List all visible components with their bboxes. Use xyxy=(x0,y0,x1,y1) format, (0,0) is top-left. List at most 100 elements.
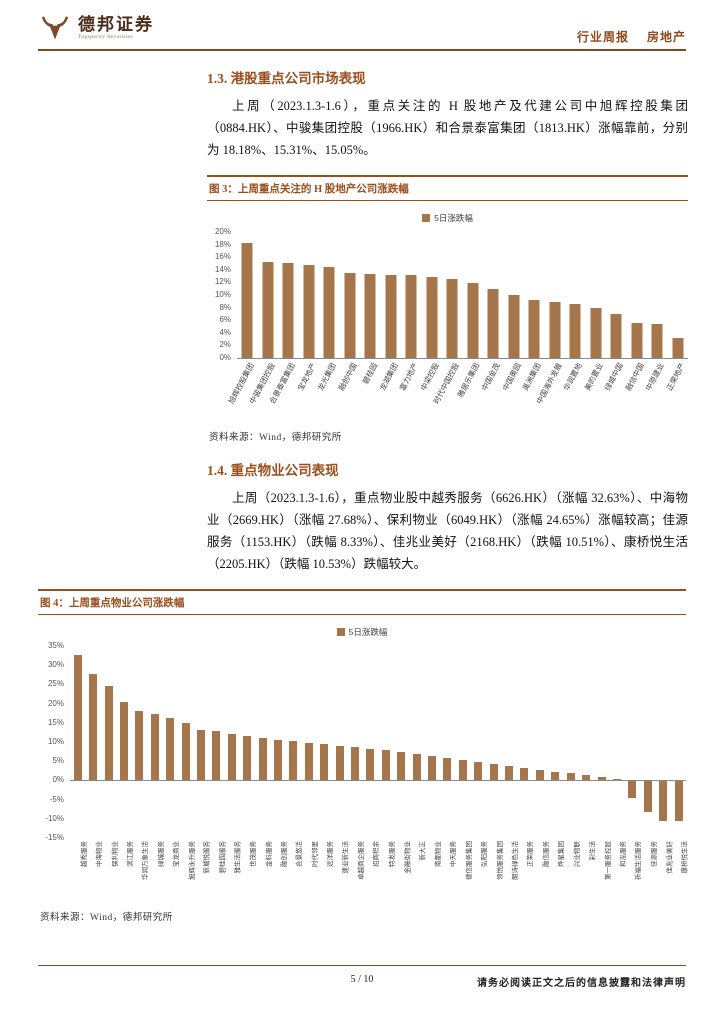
bar-slot xyxy=(668,232,689,358)
legend-series-label: 5日涨跌幅 xyxy=(434,212,473,223)
bar-融创服务 xyxy=(273,739,282,781)
category-label: 华润置地 xyxy=(562,361,585,393)
category-slot: 越秀服务 xyxy=(70,838,88,904)
category-slot: 金融街物业 xyxy=(394,838,411,904)
bar-朗诗绿色生活 xyxy=(505,765,514,781)
bar-建业新生活 xyxy=(335,745,344,781)
bar-越秀服务 xyxy=(73,655,82,781)
bar-新城悦服务 xyxy=(196,729,205,781)
section-1-4-paragraph: 上周（2023.1.3-1.6），重点物业股中越秀服务（6626.HK）（涨幅 … xyxy=(207,491,688,571)
y-axis-tick-label: 20% xyxy=(47,698,64,708)
bar-slot xyxy=(486,646,501,838)
bar-slot xyxy=(594,646,609,838)
figure-4: 图 4：上周重点物业公司涨跌幅 5日涨跌幅 -15% -10% -5% 0% 5% 10% 1… xyxy=(38,589,689,923)
page-number: 5 / 10 xyxy=(350,974,374,985)
bar-时代邻里 xyxy=(304,742,313,781)
bar-slot xyxy=(471,646,486,838)
figure-4-bar-chart: 5日涨跌幅 -15% -10% -5% 0% 5% 10% 15% 20% 25% 30% 35% 越秀… xyxy=(38,615,689,904)
category-slot: 烨星集团 xyxy=(548,838,565,904)
bar-中骏集团控股 xyxy=(262,261,274,358)
category-slot: 和泓服务 xyxy=(609,838,627,904)
bar-slot xyxy=(340,232,361,358)
bar-slot xyxy=(317,646,332,838)
bar-slot xyxy=(504,232,525,358)
bar-祈福生活服务 xyxy=(628,780,637,798)
bar-slot xyxy=(424,646,439,838)
bar-slot xyxy=(409,646,424,838)
bar-slot xyxy=(237,232,258,358)
bar-slot xyxy=(378,646,393,838)
category-slot: 绿城中国 xyxy=(603,358,627,424)
category-slot: 富力地产 xyxy=(398,358,422,424)
category-slot: 德信服务集团 xyxy=(455,838,473,904)
bar-slot xyxy=(301,646,316,838)
bar-slot xyxy=(655,646,670,838)
bar-slot xyxy=(162,646,177,838)
bar-南都物业 xyxy=(428,756,437,781)
bar-slot xyxy=(563,646,578,838)
category-slot: 绿城服务 xyxy=(147,838,165,904)
y-axis-tick-label: 10% xyxy=(47,737,64,746)
bar-slot xyxy=(147,646,162,838)
bar-slot xyxy=(440,646,455,838)
bar-slot xyxy=(255,646,270,838)
bars-row xyxy=(237,232,688,358)
bar-佳源服务 xyxy=(643,780,652,813)
bar-德信服务集团 xyxy=(458,760,467,781)
bar-slot xyxy=(640,646,655,838)
bar-康桥悦生活 xyxy=(674,780,683,821)
bar-滨江服务 xyxy=(119,702,128,781)
bar-slot xyxy=(178,646,193,838)
figure-3-source: 资料来源：Wind，德邦研究所 xyxy=(209,433,342,443)
category-slot: 雅生活服务 xyxy=(224,838,242,904)
bar-保利物业 xyxy=(104,685,113,781)
category-slot: 宝龙商业 xyxy=(162,838,180,904)
bar-slot xyxy=(578,646,593,838)
figure-4-source: 资料来源：Wind，德邦研究所 xyxy=(40,913,173,923)
figure-3-bar-chart: 5日涨跌幅 0% 2% 4% 6% 8% 10% 12% 14% 16% 18% 20% 旭辉控股集团中… xyxy=(207,201,688,424)
bar-slot xyxy=(381,232,402,358)
category-slot: 华润置地 xyxy=(562,358,586,424)
bar-兴业物联 xyxy=(566,773,575,781)
bar-slot xyxy=(85,646,100,838)
bar-中国海外发展 xyxy=(549,301,561,358)
footer-divider xyxy=(38,965,686,966)
bar-slot xyxy=(363,646,378,838)
y-axis-tick-label: 35% xyxy=(47,641,64,650)
category-slot: 南都物业 xyxy=(424,838,442,904)
x-axis-line xyxy=(70,780,686,782)
bar-slot xyxy=(548,646,563,838)
category-label: 绿城中国 xyxy=(603,361,626,393)
category-slot: 中国奥园 xyxy=(501,358,525,424)
bar-旭辉控股集团 xyxy=(241,243,253,358)
category-slot: 合景泰富集团 xyxy=(268,358,299,424)
bar-slot xyxy=(647,232,668,358)
bar-旭辉永升服务 xyxy=(181,722,190,781)
category-slot: 融信中国 xyxy=(624,358,648,424)
legend-series-label: 5日涨跌幅 xyxy=(348,626,388,637)
category-slot: 兴业物联 xyxy=(563,838,581,904)
bar-slot xyxy=(442,232,463,358)
y-axis-tick-label: 0% xyxy=(219,353,231,362)
brand-logo-deer-icon xyxy=(41,16,69,40)
bar-slot xyxy=(270,646,285,838)
bar-slot xyxy=(193,646,208,838)
category-slot: 领悦服务集团 xyxy=(486,838,504,904)
y-axis-tick-label: -10% xyxy=(45,813,64,823)
category-slot: 融创中国 xyxy=(337,358,361,424)
bar-金科服务 xyxy=(258,738,267,781)
bar-slot xyxy=(132,646,147,838)
category-slot: 美的置业 xyxy=(583,358,607,424)
category-slot: 朗诗绿色生活 xyxy=(501,838,519,904)
category-labels-row: 越秀服务 中海物业 保利物业 滨江服务 华润万象生活 绿城服务 宝龙商业 旭辉永升服务 新城悦服… xyxy=(70,838,689,904)
category-label: 碧桂园 xyxy=(360,361,380,386)
category-label: 正荣地产 xyxy=(664,361,687,393)
bar-slot xyxy=(545,232,566,358)
category-slot: 龙湖集团 xyxy=(378,358,402,424)
category-slot: 碧桂园 xyxy=(360,358,381,424)
figure-4-caption: 图 4：上周重点物业公司涨跌幅 xyxy=(38,589,686,615)
category-label: 富力地产 xyxy=(398,361,421,393)
category-slot: 卓越商企服务 xyxy=(347,838,365,904)
category-slot: 正荣服务 xyxy=(517,838,534,904)
